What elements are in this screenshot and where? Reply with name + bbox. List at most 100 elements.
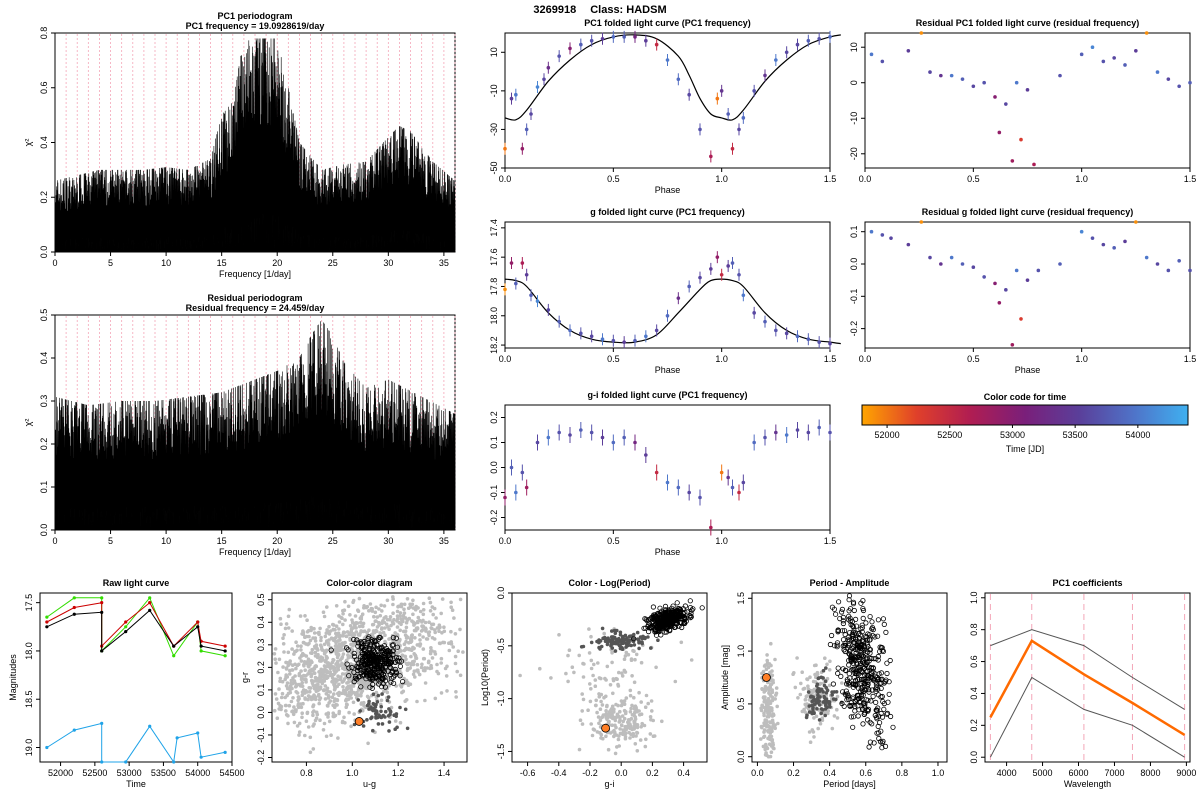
reference-star-point bbox=[334, 641, 338, 645]
reference-star-point bbox=[771, 741, 775, 745]
variable-star-point bbox=[885, 699, 891, 705]
reference-star-point bbox=[398, 628, 403, 633]
rrlyrae-point bbox=[819, 687, 824, 692]
reference-star-point bbox=[438, 625, 442, 629]
rrlyrae-point bbox=[812, 702, 817, 706]
x-tick-label: 30 bbox=[383, 536, 393, 546]
variable-star-point bbox=[857, 651, 863, 657]
variable-star-point bbox=[887, 713, 894, 720]
data-point bbox=[709, 154, 713, 159]
reference-star-point bbox=[333, 686, 337, 691]
data-point bbox=[622, 435, 626, 440]
reference-star-point bbox=[286, 650, 291, 655]
variable-star-point bbox=[655, 610, 661, 617]
reference-star-point bbox=[414, 656, 418, 660]
rrlyrae-point bbox=[376, 693, 381, 698]
rrlyrae-point bbox=[395, 725, 399, 730]
reference-star-point bbox=[679, 640, 684, 645]
chart-title: Raw light curve bbox=[103, 578, 170, 588]
reference-star-point bbox=[367, 609, 371, 613]
y-tick-label: 0.6 bbox=[969, 655, 979, 668]
reference-star-point bbox=[302, 677, 307, 681]
variable-star-point bbox=[844, 691, 851, 697]
y-tick-label: 18.2 bbox=[489, 336, 499, 354]
lightcurve-black bbox=[46, 609, 226, 652]
variable-star-point bbox=[869, 721, 875, 727]
reference-star-point bbox=[620, 671, 624, 675]
reference-star-point bbox=[581, 697, 586, 702]
reference-star-point bbox=[340, 655, 345, 659]
variable-star-point bbox=[844, 677, 850, 683]
variable-star-point bbox=[351, 669, 357, 675]
reference-star-point bbox=[415, 668, 419, 673]
data-point bbox=[752, 440, 756, 445]
reference-star-point bbox=[629, 658, 634, 662]
data-point bbox=[1177, 84, 1181, 89]
variable-star-point bbox=[858, 643, 864, 649]
reference-star-point bbox=[586, 708, 590, 712]
rrlyrae-point bbox=[617, 636, 621, 641]
reference-star-point bbox=[301, 688, 306, 692]
variable-star-point bbox=[875, 657, 881, 663]
rrlyrae-point bbox=[636, 637, 641, 642]
x-axis-label: u-g bbox=[363, 779, 376, 789]
reference-star-point bbox=[614, 733, 619, 737]
reference-star-point bbox=[835, 707, 839, 712]
variable-star-point bbox=[831, 606, 838, 612]
reference-star-point bbox=[398, 611, 403, 615]
data-point bbox=[1004, 102, 1008, 106]
reference-star-point bbox=[318, 659, 322, 663]
rrlyrae-point bbox=[819, 675, 824, 680]
reference-star-point bbox=[353, 614, 358, 618]
reference-star-point bbox=[348, 684, 353, 688]
reference-star-point bbox=[418, 609, 423, 614]
reference-star-point bbox=[799, 681, 803, 686]
reference-star-point bbox=[439, 611, 444, 616]
variable-star-point bbox=[386, 654, 392, 660]
variable-star-point bbox=[856, 707, 862, 713]
reference-star-point bbox=[352, 633, 357, 637]
y-tick-label: -1.5 bbox=[496, 744, 506, 760]
lightcurve-point bbox=[196, 620, 200, 624]
variable-star-point bbox=[856, 692, 862, 699]
reference-star-point bbox=[334, 624, 339, 628]
data-point bbox=[939, 73, 943, 78]
reference-star-point bbox=[430, 636, 435, 640]
y-tick-label: 0.4 bbox=[256, 616, 266, 629]
variable-star-point bbox=[868, 665, 874, 671]
data-point bbox=[828, 430, 832, 435]
reference-star-point bbox=[445, 664, 449, 669]
reference-star-point bbox=[452, 616, 456, 620]
data-point bbox=[509, 465, 514, 470]
variable-star-point bbox=[881, 706, 887, 712]
reference-star-point bbox=[340, 691, 344, 696]
x-tick-label: 1.0 bbox=[715, 354, 728, 364]
data-point bbox=[654, 470, 659, 475]
y-tick-label: -0.2 bbox=[849, 321, 859, 337]
reference-star-point bbox=[373, 619, 378, 623]
reference-star-point bbox=[765, 653, 769, 657]
chart-title: PC1 periodogram bbox=[217, 11, 292, 21]
rrlyrae-point bbox=[632, 632, 636, 637]
data-point bbox=[730, 261, 735, 265]
x-tick-label: 0.0 bbox=[499, 354, 512, 364]
reference-star-point bbox=[454, 690, 458, 694]
variable-star-point bbox=[664, 626, 670, 632]
rrlyrae-point bbox=[379, 709, 383, 714]
colorbar-gradient bbox=[861, 404, 1189, 426]
plot-frame bbox=[504, 404, 831, 531]
reference-star-point bbox=[629, 732, 633, 737]
chart-title: PC1 coefficients bbox=[1052, 578, 1122, 588]
reference-star-point bbox=[403, 654, 408, 659]
reference-star-point bbox=[292, 705, 296, 709]
variable-star-point bbox=[390, 634, 396, 641]
reference-star-point bbox=[417, 633, 422, 637]
reference-star-point bbox=[296, 698, 300, 703]
variable-star-point bbox=[879, 745, 885, 751]
reference-star-point bbox=[333, 647, 337, 652]
variable-star-point bbox=[368, 669, 374, 675]
data-point bbox=[535, 85, 540, 89]
data-point bbox=[1014, 268, 1019, 273]
x-tick-label: 1.5 bbox=[1184, 354, 1197, 364]
y-tick-label: 0.0 bbox=[496, 587, 506, 600]
